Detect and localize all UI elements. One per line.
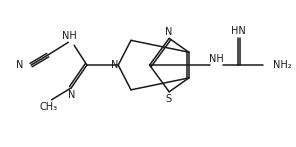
Text: N: N xyxy=(165,27,172,37)
Text: S: S xyxy=(165,94,171,104)
Text: N: N xyxy=(16,60,23,70)
Text: NH: NH xyxy=(209,54,223,64)
Text: NH: NH xyxy=(62,31,77,41)
Text: NH₂: NH₂ xyxy=(273,60,292,70)
Text: CH₃: CH₃ xyxy=(40,102,58,112)
Text: HN: HN xyxy=(231,26,246,36)
Text: N: N xyxy=(111,60,118,70)
Text: N: N xyxy=(67,90,75,100)
